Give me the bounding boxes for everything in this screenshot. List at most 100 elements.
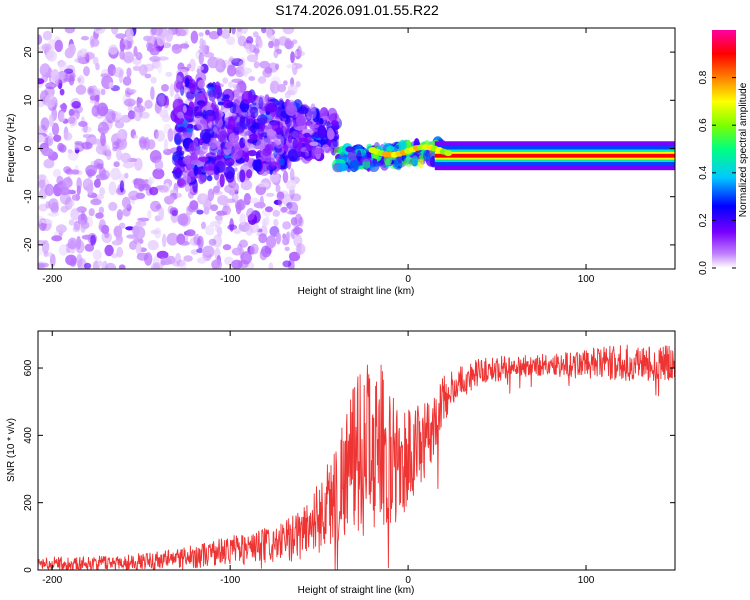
spectrogram-blob [229, 103, 237, 114]
spectrogram-blob [208, 238, 217, 246]
spectrogram-blob [162, 105, 171, 111]
spectrogram-blob [83, 66, 90, 77]
spectrogram-blob [319, 118, 324, 125]
spectrogram-blob [301, 152, 310, 159]
snr-ticks: -200 -100 0 100 0 200 400 600 [23, 331, 675, 586]
spectrogram-blob [76, 236, 82, 250]
spectrogram-blob [265, 235, 277, 249]
spectrogram-blob [201, 193, 206, 205]
spectrogram-blob [75, 193, 80, 201]
spectrogram-blob [135, 220, 147, 227]
spectrogram-blob [205, 112, 217, 122]
spectrogram-blob [94, 94, 100, 102]
spectrogram-blob [193, 138, 199, 149]
spectrogram-blob [144, 73, 152, 79]
spectrogram-blob [318, 126, 327, 138]
spectrogram-blob [74, 58, 81, 63]
spectrogram-blob [68, 219, 75, 226]
spectrogram-blob [398, 139, 407, 153]
spectrogram-blob [201, 39, 207, 54]
spectrogram-blob [330, 141, 339, 149]
spectrogram-blob [70, 169, 80, 175]
spectrogram-blob [150, 76, 157, 84]
spectrogram-blob [116, 246, 124, 258]
spectrogram-blob [73, 144, 81, 151]
spectrogram-blob [52, 168, 62, 178]
spectrogram-blob [120, 114, 132, 123]
spectrogram-blob [265, 192, 275, 197]
spectrogram-blob [236, 28, 242, 40]
spectrogram-blob [215, 58, 226, 73]
spectrogram-blob [222, 77, 228, 84]
spectrogram-blob [38, 174, 47, 180]
snr-y-tick-label: 200 [23, 494, 34, 511]
spectrogram-blob [53, 134, 62, 142]
spectrogram-blob [258, 96, 264, 109]
spectrogram-blob [182, 105, 187, 113]
spectrogram-blob [235, 69, 242, 75]
spectrogram-blob [88, 88, 93, 94]
spectrogram-blob [386, 145, 395, 153]
spectrogram-blob [266, 28, 273, 38]
spectrogram-blob [259, 248, 268, 261]
spectrogram-blob [296, 45, 302, 58]
spectrogram-blob [58, 244, 69, 256]
colorbar-label: Normalized spectral amplitude [738, 82, 749, 217]
spectrogram-blob [164, 29, 174, 42]
spectrogram-blob [275, 184, 281, 193]
spectrogram-blob [111, 28, 119, 35]
spectrogram-blob [41, 147, 54, 157]
spectrogram-blob [233, 182, 240, 193]
spectrogram-blob [178, 99, 184, 104]
spectrogram-blob [205, 29, 210, 36]
spectrogram-blob [215, 126, 227, 141]
spectrogram-blob [98, 260, 103, 267]
spectrogram-blob [137, 97, 143, 104]
spectrogram-blob [116, 209, 123, 221]
spectrogram-blob [132, 225, 140, 236]
spectrogram-blob [273, 134, 285, 149]
spectrogram-blob [186, 127, 194, 133]
spectrogram-blob [213, 185, 220, 194]
spectrogram-blob [206, 175, 213, 182]
spectrogram-blob [113, 67, 124, 78]
spectrogram-blob [110, 167, 121, 181]
spectrogram-blob [84, 243, 95, 252]
spectrogram-blob [158, 207, 165, 221]
spectrogram-blob [38, 100, 45, 108]
spectrogram-blob [286, 64, 297, 69]
spectrogram-blob [85, 164, 97, 176]
spectrogram-blob [288, 251, 301, 262]
spectrogram-blob [162, 233, 167, 248]
spectrogram-blob [122, 161, 135, 169]
spectrogram-blob [38, 179, 46, 189]
spectrogram-blob [245, 42, 254, 55]
spectrogram-y-tick-label: 0 [23, 145, 34, 151]
spectrogram-blob [124, 51, 135, 64]
spectrogram-blob [45, 82, 57, 90]
spectrogram-blob [189, 78, 197, 93]
spectrogram-blob [185, 229, 196, 237]
spectrogram-blob [249, 106, 259, 119]
spectrogram-blob [154, 159, 164, 171]
spectrogram-x-tick-label: 100 [578, 274, 595, 285]
spectrogram-blob [196, 248, 204, 254]
spectrogram-blob [265, 206, 273, 213]
spectrogram-blob [40, 117, 50, 131]
spectrogram-blob [161, 114, 171, 123]
spectrogram-blob [203, 206, 210, 215]
spectrogram-blob [112, 141, 120, 150]
spectrogram-blob [268, 62, 278, 73]
spectrogram-blob [217, 28, 223, 36]
spectrogram-blob [282, 260, 292, 268]
spectrogram-blob [175, 193, 182, 198]
spectrogram-blob [136, 242, 142, 256]
spectrogram-blob [345, 146, 354, 153]
spectrogram-x-tick-label: 0 [405, 274, 411, 285]
spectrogram-blob [135, 52, 143, 61]
spectrogram-blob [179, 212, 191, 227]
spectrogram-blob [203, 166, 214, 172]
spectrogram-blob [63, 132, 73, 141]
spectrogram-blob [286, 179, 296, 191]
spectrogram-blob [225, 141, 234, 150]
